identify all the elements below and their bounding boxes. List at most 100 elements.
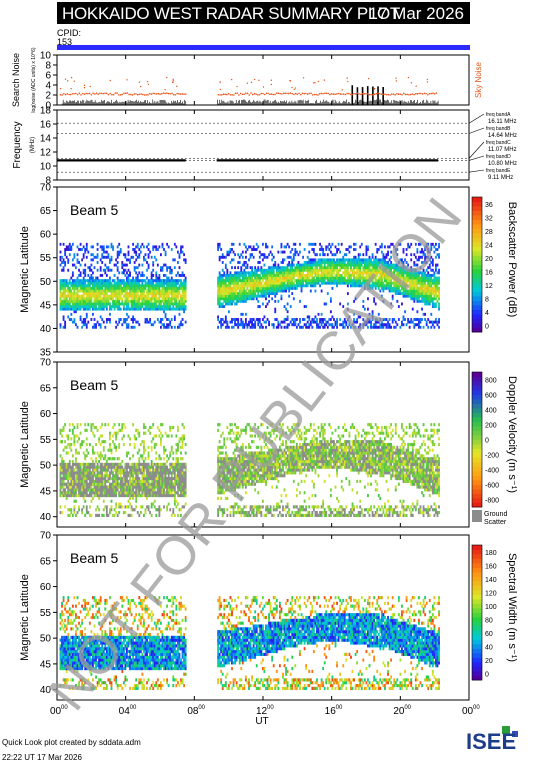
- power-cell: [97, 321, 99, 324]
- power-cell: [378, 321, 380, 324]
- power-cell: [111, 258, 113, 261]
- power-cell: [432, 269, 434, 272]
- sky-noise-point: [110, 80, 111, 81]
- noise-right-label: Sky Noise: [474, 61, 483, 98]
- sky-noise-point: [178, 93, 180, 95]
- power-cell: [421, 308, 423, 311]
- power-cell: [302, 271, 304, 274]
- power-colorbar-swatch: [472, 319, 482, 324]
- power-cell: [410, 253, 412, 256]
- sky-noise-point: [164, 93, 166, 95]
- power-cell: [321, 245, 323, 248]
- power-cell: [336, 326, 338, 329]
- power-cell: [259, 279, 261, 282]
- sky-noise-point: [68, 94, 70, 96]
- power-cell: [111, 269, 113, 272]
- sky-noise-point: [257, 94, 259, 96]
- power-cell: [435, 243, 437, 246]
- power-cell: [435, 266, 437, 269]
- power-cell: [166, 243, 168, 246]
- velocity-cell: [61, 440, 63, 443]
- power-cell: [64, 261, 66, 264]
- velocity-cell: [109, 446, 111, 449]
- sky-noise-point: [135, 93, 137, 95]
- power-cell: [243, 326, 245, 329]
- power-cell: [225, 266, 227, 269]
- power-cell: [152, 264, 154, 267]
- power-cell: [73, 264, 75, 267]
- sky-noise-point: [254, 93, 256, 95]
- power-cell: [398, 318, 400, 321]
- power-cell: [179, 256, 181, 259]
- power-cell: [423, 251, 425, 254]
- power-cell: [365, 323, 367, 326]
- power-colorbar-swatch: [472, 229, 482, 234]
- power-cell: [438, 321, 440, 324]
- power-cell: [83, 245, 85, 248]
- power-cell: [345, 323, 347, 326]
- power-cell: [75, 310, 77, 313]
- power-cell: [369, 282, 371, 285]
- power-cell: [370, 321, 372, 324]
- power-cell: [423, 326, 425, 329]
- velocity-cell: [63, 460, 65, 463]
- power-cell: [219, 243, 221, 246]
- power-cell: [120, 251, 122, 254]
- velocity-cell: [104, 483, 106, 486]
- power-cell: [265, 321, 267, 324]
- power-cell: [217, 315, 219, 318]
- power-cell: [367, 297, 369, 300]
- power-ytick-label: 40: [40, 324, 52, 335]
- power-cell: [333, 258, 335, 261]
- power-cell: [338, 243, 340, 246]
- power-cell: [239, 277, 241, 280]
- power-cell: [268, 323, 270, 326]
- power-cell: [121, 297, 123, 300]
- power-cell: [149, 251, 151, 254]
- power-cell: [308, 251, 310, 254]
- power-cell: [259, 305, 261, 308]
- power-cell: [404, 287, 406, 290]
- velocity-cell: [104, 477, 106, 480]
- power-cell: [331, 315, 333, 318]
- power-cell: [267, 256, 269, 259]
- power-cell: [128, 253, 130, 256]
- sky-noise-point: [176, 93, 178, 95]
- sky-noise-point: [139, 94, 141, 96]
- sky-noise-point: [94, 93, 96, 95]
- sky-noise-point: [254, 79, 255, 80]
- sky-noise-point: [226, 94, 228, 96]
- sky-noise-point: [400, 93, 402, 95]
- power-cell: [375, 277, 377, 280]
- power-cell: [376, 274, 378, 277]
- power-cell: [390, 326, 392, 329]
- power-cell: [64, 287, 66, 290]
- power-cell: [429, 266, 431, 269]
- power-cell: [410, 243, 412, 246]
- power-cell: [325, 323, 327, 326]
- power-cell: [330, 318, 332, 321]
- power-cell: [148, 266, 150, 269]
- freq-band-leader: [469, 170, 484, 172]
- power-cell: [274, 264, 276, 267]
- power-cell: [245, 274, 247, 277]
- power-cell: [128, 269, 130, 272]
- velocity-cell: [75, 491, 77, 494]
- sky-noise-point: [166, 77, 167, 78]
- power-cell: [302, 282, 304, 285]
- power-cell: [63, 318, 65, 321]
- velocity-cell: [73, 468, 75, 471]
- sky-noise-point: [367, 93, 369, 95]
- sky-noise-point: [236, 92, 238, 94]
- power-cell: [296, 318, 298, 321]
- power-cell: [381, 251, 383, 254]
- power-cell: [228, 310, 230, 313]
- velocity-cell: [111, 449, 113, 452]
- power-cell: [118, 253, 120, 256]
- power-cell: [245, 245, 247, 248]
- sky-noise-point: [401, 94, 403, 96]
- power-cell: [104, 269, 106, 272]
- sky-noise-point: [276, 92, 278, 94]
- sky-noise-point: [427, 79, 428, 80]
- sky-noise-point: [175, 94, 177, 96]
